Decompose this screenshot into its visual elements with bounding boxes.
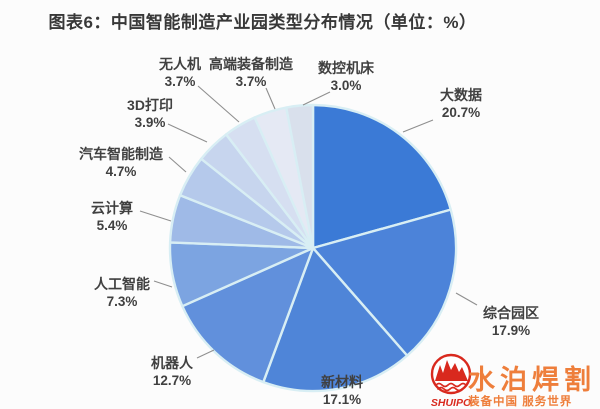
pie-slice-3 [181,246,315,384]
slice-label-name: 综合园区 [483,305,539,321]
pie-slice-1 [311,208,458,357]
slice-label-value: 7.3% [106,294,138,309]
slice-label-value: 17.9% [491,323,531,338]
slice-label-2: 新材料 17.1% [321,374,363,408]
chart-title: 图表6：中国智能制造产业园类型分布情况（单位：%） [48,13,477,32]
slice-label-value: 20.7% [441,105,481,120]
slice-label-name: 机器人 [151,355,193,371]
pie-slice-0 [311,103,452,250]
watermark-logo: SHUIPO 水泊焊割 装备中国 服务世界 [426,350,600,409]
pie-slice-2 [262,246,409,393]
slice-label-name: 3D打印 [127,97,173,113]
slice-label-6: 汽车智能制造 4.7% [79,146,163,180]
leader-line-8 [197,85,240,123]
slice-label-0: 大数据 20.7% [440,87,482,121]
slice-label-value: 3.0% [330,78,362,93]
leader-line-4 [153,280,173,288]
slice-label-9: 高端装备制造 3.7% [209,56,293,90]
leader-line-0 [402,119,434,133]
watermark-logo-text: 水泊焊割 [468,365,596,395]
leader-line-1 [455,292,478,306]
slice-label-name: 高端装备制造 [209,56,293,72]
pie-slice-10 [285,103,315,250]
leader-line-6 [168,156,187,173]
slice-label-3: 机器人 12.7% [151,355,193,389]
slice-label-1: 综合园区 17.9% [483,305,539,339]
slice-label-name: 无人机 [159,56,201,72]
slice-label-name: 云计算 [91,200,133,216]
slice-label-name: 大数据 [440,87,482,103]
shuipo-brand-text: SHUIPO [431,397,471,409]
slice-label-value: 4.7% [105,164,137,179]
slice-label-value: 12.7% [152,373,192,388]
leader-line-3 [196,349,215,359]
slice-label-value: 5.4% [96,218,128,233]
leader-line-7 [167,123,208,143]
slice-label-name: 新材料 [321,374,363,390]
slice-label-7: 3D打印 3.9% [127,97,173,131]
slice-label-name: 数控机床 [318,60,374,76]
leader-line-9 [265,87,276,110]
slice-label-value: 3.7% [164,74,196,89]
slice-label-4: 人工智能 7.3% [94,276,150,310]
slice-label-8: 无人机 3.7% [159,56,201,90]
slice-label-value: 17.1% [322,392,362,407]
slice-label-name: 汽车智能制造 [79,146,163,162]
slice-label-10: 数控机床 3.0% [318,60,374,94]
slice-label-value: 3.9% [134,115,166,130]
watermark-slogan: 装备中国 服务世界 [468,396,573,408]
shuipo-emblem-icon: SHUIPO [430,353,472,409]
slice-label-5: 云计算 5.4% [91,200,133,234]
slice-label-name: 人工智能 [94,276,150,292]
leader-line-10 [302,91,331,106]
slice-label-value: 3.7% [235,74,267,89]
leader-line-5 [139,210,172,222]
